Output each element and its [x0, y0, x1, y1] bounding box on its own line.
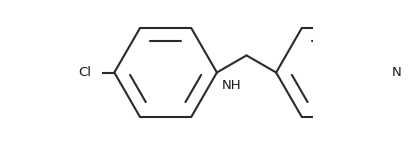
Text: N: N [391, 66, 401, 79]
Text: Cl: Cl [78, 66, 91, 79]
Text: NH: NH [222, 79, 242, 92]
